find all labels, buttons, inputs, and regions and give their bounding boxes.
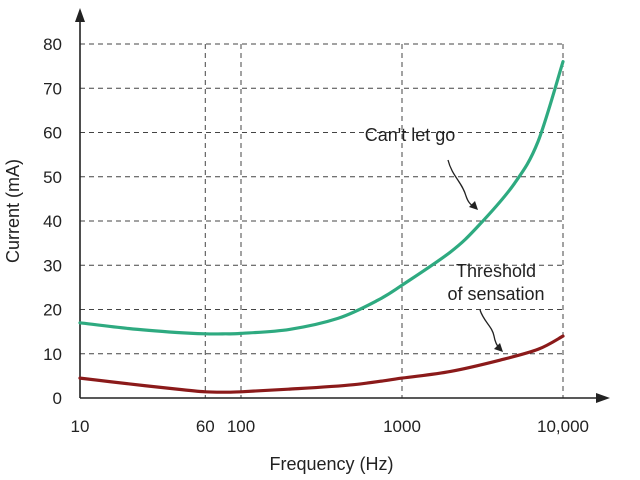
series-label-1-line-0: Threshold [456,261,536,281]
y-tick-label-3: 30 [43,256,62,275]
series-line-0 [78,60,565,336]
axes [75,8,610,403]
annotation-arrowhead-icon-1 [494,343,503,352]
y-axis-label: Current (mA) [3,159,23,263]
y-axis-arrow-icon [75,8,85,22]
y-tick-label-7: 70 [43,79,62,98]
x-axis-arrow-icon [596,393,610,403]
x-axis-label: Frequency (Hz) [269,454,393,474]
series-annotations: Can't let go Threshold of sensation [365,125,545,352]
series-layer [78,60,565,394]
y-tick-label-1: 10 [43,345,62,364]
annotation-arrowhead-icon-0 [469,201,478,210]
series-label-0-line-0: Can't let go [365,125,456,145]
y-tick-label-5: 50 [43,168,62,187]
x-tick-label-3: 1000 [383,417,421,436]
x-tick-label-0: 10 [71,417,90,436]
annotation-arrow-0 [447,159,475,208]
series-line-1 [78,334,565,394]
x-tick-label-1: 60 [196,417,215,436]
grid-lines [80,43,564,398]
y-tick-label-8: 80 [43,35,62,54]
y-tick-label-4: 40 [43,212,62,231]
series-label-1-line-1: of sensation [447,284,544,304]
y-tick-label-2: 20 [43,301,62,320]
y-tick-label-6: 60 [43,124,62,143]
tick-labels: 0 10 20 30 40 50 60 70 80 10 60 100 1000 10,000 [43,35,589,436]
x-tick-label-2: 100 [227,417,255,436]
y-tick-label-0: 0 [53,389,62,408]
annotation-arrow-1 [479,309,501,350]
x-tick-label-4: 10,000 [537,417,589,436]
